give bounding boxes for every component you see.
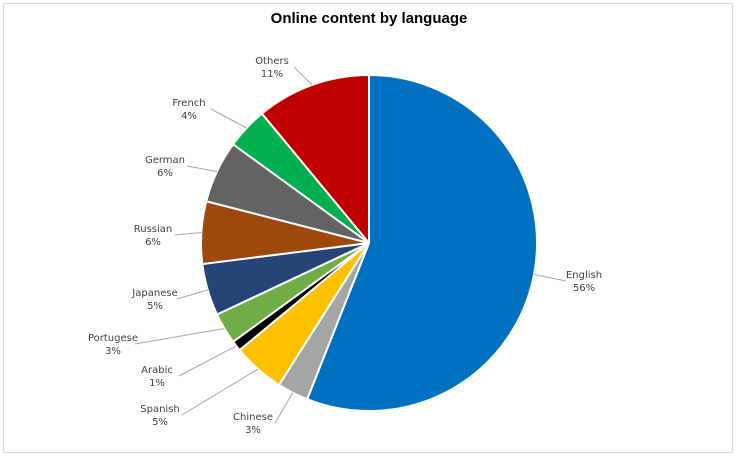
slice-label-japanese: Japanese bbox=[131, 288, 177, 299]
leader-line-german bbox=[186, 165, 218, 172]
slice-value-portugese: 3% bbox=[105, 346, 121, 357]
leader-line-french bbox=[210, 108, 247, 129]
slice-label-russian: Russian bbox=[134, 224, 173, 235]
slice-value-german: 6% bbox=[157, 168, 173, 179]
leader-line-chinese bbox=[274, 392, 294, 424]
slice-value-arabic: 1% bbox=[149, 378, 165, 389]
slice-label-others: Others bbox=[255, 56, 289, 67]
leader-line-japanese bbox=[176, 289, 208, 300]
slice-value-chinese: 3% bbox=[245, 425, 261, 436]
slice-label-spanish: Spanish bbox=[140, 404, 180, 415]
slice-label-portugese: Portugese bbox=[88, 333, 138, 344]
leader-line-others bbox=[293, 66, 313, 86]
leader-line-russian bbox=[174, 231, 202, 236]
slice-value-english: 56% bbox=[573, 283, 595, 294]
slice-labels: English 56% Chinese 3% Spanish 5% Arabic 1% Port… bbox=[88, 56, 602, 436]
pie-slices bbox=[200, 74, 538, 412]
slice-label-chinese: Chinese bbox=[233, 412, 273, 423]
slice-value-japanese: 5% bbox=[147, 301, 163, 312]
slice-value-spanish: 5% bbox=[152, 417, 168, 428]
slice-value-others: 11% bbox=[261, 69, 283, 80]
slice-label-arabic: Arabic bbox=[141, 365, 173, 376]
leader-lines bbox=[134, 66, 567, 424]
leader-line-portugese bbox=[134, 328, 225, 345]
leader-line-spanish bbox=[181, 368, 259, 416]
slice-label-french: French bbox=[172, 98, 205, 109]
pie-slice-others bbox=[260, 74, 370, 244]
leader-line-english bbox=[533, 273, 567, 282]
slice-value-french: 4% bbox=[181, 111, 197, 122]
leader-line-arabic bbox=[178, 345, 237, 377]
chart-title: Online content by language bbox=[270, 10, 468, 27]
slice-value-russian: 6% bbox=[145, 237, 161, 248]
slice-label-german: German bbox=[145, 155, 185, 166]
pie-slice-english bbox=[306, 74, 538, 412]
slice-label-english: English bbox=[566, 270, 602, 281]
